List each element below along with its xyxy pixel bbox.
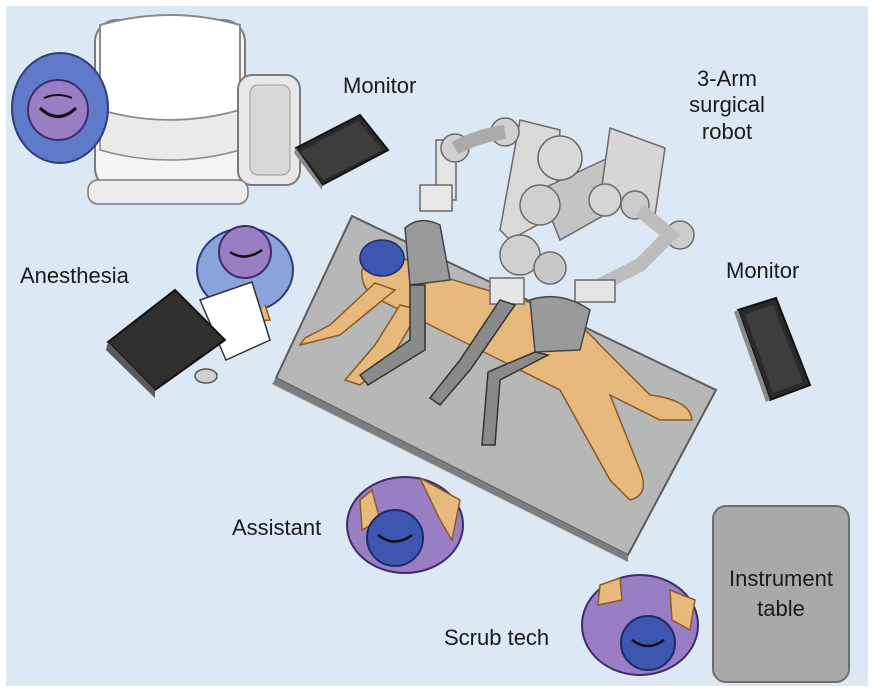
label-anesthesia: Anesthesia <box>20 263 129 288</box>
label-instrument-line1: Instrument <box>729 566 833 592</box>
label-robot-line2: surgical <box>689 92 765 118</box>
label-instrument-line2: table <box>757 596 805 621</box>
label-robot-line3: robot <box>701 118 753 144</box>
monitor-top <box>294 113 390 190</box>
surgical-robot <box>358 117 695 446</box>
anesthesia-figure <box>196 225 294 331</box>
label-robot-line1: 3-Arm <box>697 66 757 91</box>
patient <box>298 239 693 501</box>
scrub-tech-figure <box>581 574 699 676</box>
label-scrub-tech: Scrub tech <box>444 625 550 650</box>
monitor-right <box>734 296 812 402</box>
instrument-table: Instrument table <box>712 505 850 683</box>
label-instrument-table: Instrument table <box>729 564 833 623</box>
label-monitor-right: Monitor <box>726 258 800 283</box>
label-surgical-robot: 3-Arm surgical robot <box>672 66 782 145</box>
label-monitor-top: Monitor <box>343 73 417 98</box>
label-assistant: Assistant <box>232 515 322 540</box>
assistant-figure <box>346 476 464 574</box>
anesthesia-machine <box>106 288 227 398</box>
surgeon-console <box>87 14 301 205</box>
surgeon-figure <box>11 52 109 164</box>
